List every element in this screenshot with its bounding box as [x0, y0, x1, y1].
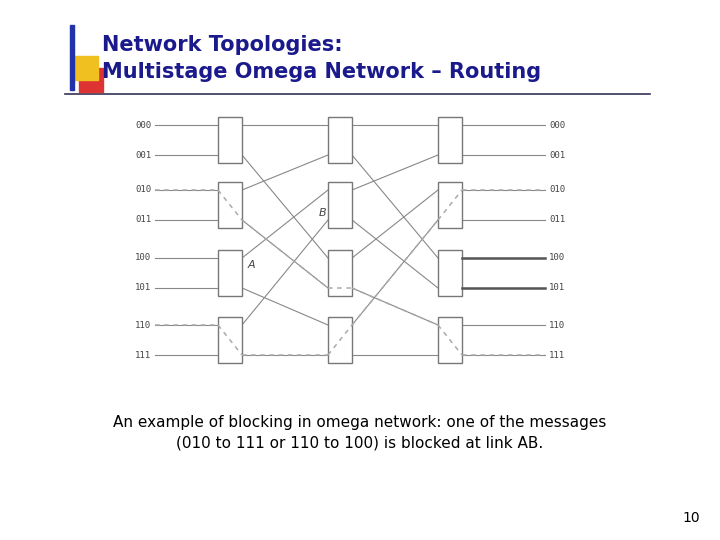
Bar — [218, 250, 242, 296]
Text: 000: 000 — [135, 120, 151, 130]
Bar — [438, 117, 462, 163]
Bar — [218, 182, 242, 228]
Bar — [438, 250, 462, 296]
Text: Network Topologies:: Network Topologies: — [102, 35, 343, 55]
Text: 001: 001 — [135, 151, 151, 159]
Text: B: B — [318, 208, 326, 218]
Bar — [438, 182, 462, 228]
Text: 000: 000 — [549, 120, 565, 130]
Text: (010 to 111 or 110 to 100) is blocked at link AB.: (010 to 111 or 110 to 100) is blocked at… — [176, 435, 544, 450]
Bar — [74, 56, 98, 80]
Bar — [438, 317, 462, 363]
Bar — [328, 317, 352, 363]
Text: 010: 010 — [549, 186, 565, 194]
Bar — [328, 250, 352, 296]
Text: 100: 100 — [549, 253, 565, 262]
Text: 100: 100 — [135, 253, 151, 262]
Text: A: A — [248, 260, 256, 270]
Text: 110: 110 — [135, 321, 151, 329]
Bar — [70, 25, 74, 90]
Bar — [218, 117, 242, 163]
Bar — [328, 117, 352, 163]
Text: 110: 110 — [549, 321, 565, 329]
Text: An example of blocking in omega network: one of the messages: An example of blocking in omega network:… — [113, 415, 607, 429]
Text: 111: 111 — [549, 350, 565, 360]
Text: Multistage Omega Network – Routing: Multistage Omega Network – Routing — [102, 62, 541, 82]
Text: 10: 10 — [683, 511, 700, 525]
Bar — [328, 182, 352, 228]
Bar — [218, 317, 242, 363]
Text: 011: 011 — [135, 215, 151, 225]
Text: 011: 011 — [549, 215, 565, 225]
Text: 001: 001 — [549, 151, 565, 159]
Text: 010: 010 — [135, 186, 151, 194]
Bar — [79, 68, 103, 92]
Text: 111: 111 — [135, 350, 151, 360]
Text: 101: 101 — [135, 284, 151, 293]
Text: 101: 101 — [549, 284, 565, 293]
